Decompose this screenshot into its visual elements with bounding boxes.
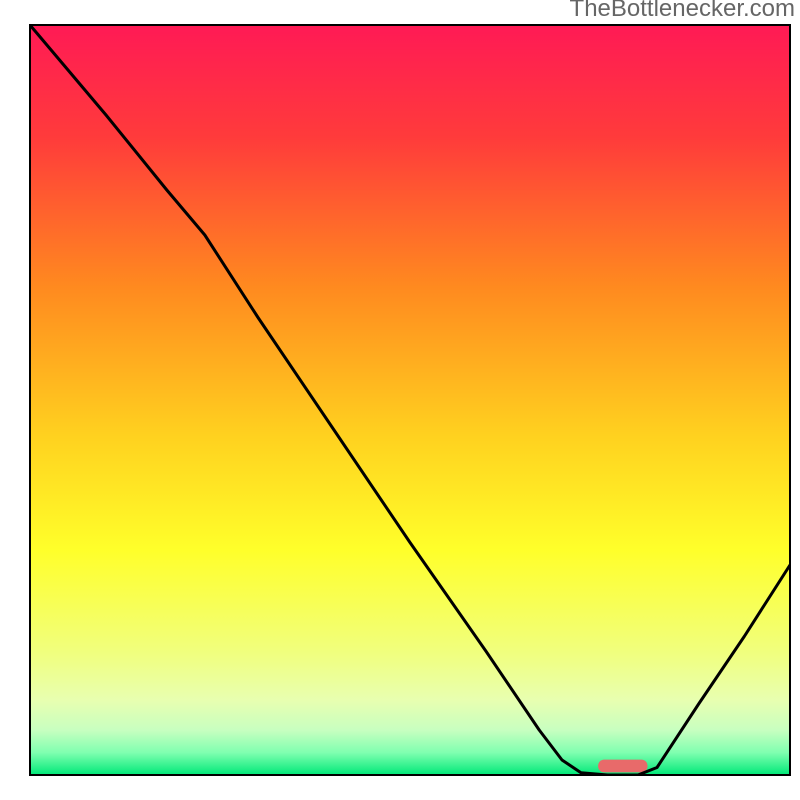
- plot-background: [30, 25, 790, 775]
- watermark-text: TheBottlenecker.com: [570, 0, 795, 22]
- optimal-marker: [598, 760, 647, 773]
- chart-container: TheBottlenecker.com: [0, 0, 800, 800]
- bottleneck-chart: TheBottlenecker.com: [0, 0, 800, 800]
